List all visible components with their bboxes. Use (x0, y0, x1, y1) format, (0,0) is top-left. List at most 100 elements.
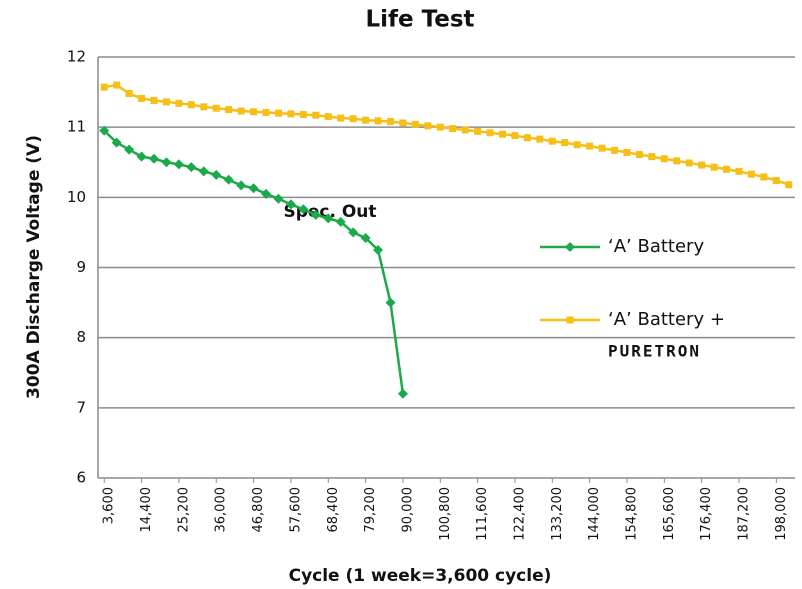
x-axis-label: Cycle (1 week=3,600 cycle) (289, 566, 552, 586)
x-tick-label: 165,600 (662, 487, 677, 541)
marker (236, 180, 247, 191)
y-tick-label: 11 (67, 118, 86, 136)
marker (385, 297, 396, 308)
series-line (103, 129, 405, 394)
marker (772, 176, 780, 184)
marker (760, 173, 768, 181)
x-tick-label: 176,400 (699, 487, 714, 541)
x-tick-label: 46,800 (251, 487, 266, 533)
marker (374, 117, 382, 125)
annotation: Spec. Out (283, 202, 376, 222)
x-tick-label: 198,000 (774, 487, 789, 541)
marker (100, 83, 108, 91)
y-tick-label: 8 (76, 328, 86, 346)
y-tick-label: 9 (76, 258, 86, 276)
x-tick-label: 36,000 (214, 487, 229, 533)
y-tick-label: 6 (76, 469, 86, 487)
marker (250, 108, 258, 116)
marker (349, 115, 357, 123)
marker (175, 99, 183, 107)
x-tick-label: 90,000 (400, 487, 415, 533)
x-tick-label: 122,400 (512, 487, 527, 541)
marker (785, 181, 793, 189)
marker (723, 165, 731, 173)
x-tick-label: 25,200 (176, 487, 191, 533)
marker (274, 109, 282, 117)
marker (138, 94, 146, 102)
chart-title: Life Test (365, 7, 474, 33)
marker (511, 132, 519, 140)
marker (111, 137, 122, 148)
marker (536, 135, 544, 143)
legend-marker (565, 242, 575, 252)
y-tick-label: 7 (76, 398, 86, 416)
marker (285, 199, 296, 210)
marker (223, 174, 234, 185)
marker (586, 142, 594, 150)
marker (561, 139, 569, 147)
x-tick-label: 100,800 (438, 487, 453, 541)
y-axis-label: 300A Discharge Voltage (V) (24, 135, 44, 399)
marker (261, 188, 272, 199)
marker (660, 155, 668, 163)
marker (635, 151, 643, 159)
legend-label: ‘A’ Battery (608, 236, 704, 257)
x-tick-label: 144,000 (587, 487, 602, 541)
marker (499, 130, 507, 138)
marker (373, 244, 384, 255)
marker (124, 144, 135, 155)
legend-marker (566, 316, 574, 324)
marker (99, 125, 110, 136)
marker (337, 114, 345, 122)
x-tick-label: 14,400 (139, 487, 154, 533)
marker (673, 157, 681, 165)
marker (200, 103, 208, 111)
marker (323, 213, 334, 224)
marker (287, 110, 295, 118)
x-tick-label: 187,200 (736, 487, 751, 541)
marker (523, 134, 531, 142)
marker (198, 166, 209, 177)
marker (212, 104, 220, 112)
marker (113, 81, 121, 89)
marker (149, 153, 160, 164)
marker (187, 101, 195, 109)
x-tick-label: 111,600 (475, 487, 490, 541)
marker (710, 163, 718, 171)
marker (698, 161, 706, 169)
marker (211, 169, 222, 180)
y-tick-label: 12 (67, 48, 86, 66)
marker (685, 159, 693, 167)
marker (312, 111, 320, 119)
x-tick-label: 133,200 (550, 487, 565, 541)
legend-logo: PURETRON (608, 342, 701, 361)
marker (548, 137, 556, 145)
marker (186, 162, 197, 173)
marker (611, 146, 619, 154)
marker (225, 106, 233, 114)
marker (461, 126, 469, 134)
marker (173, 159, 184, 170)
marker (411, 120, 419, 128)
marker (125, 89, 133, 97)
marker (436, 123, 444, 131)
y-tick-label: 10 (67, 188, 86, 206)
marker (648, 153, 656, 161)
marker (262, 108, 270, 116)
marker (237, 107, 245, 115)
marker (474, 127, 482, 135)
marker (298, 204, 309, 215)
marker (310, 209, 321, 220)
marker (273, 193, 284, 204)
marker (248, 183, 259, 194)
marker (598, 144, 606, 152)
marker (486, 129, 494, 137)
x-tick-label: 3,600 (102, 487, 117, 524)
marker (449, 125, 457, 133)
x-tick-label: 154,800 (624, 487, 639, 541)
marker (324, 113, 332, 121)
marker (399, 119, 407, 127)
marker (747, 170, 755, 178)
marker (150, 97, 158, 105)
